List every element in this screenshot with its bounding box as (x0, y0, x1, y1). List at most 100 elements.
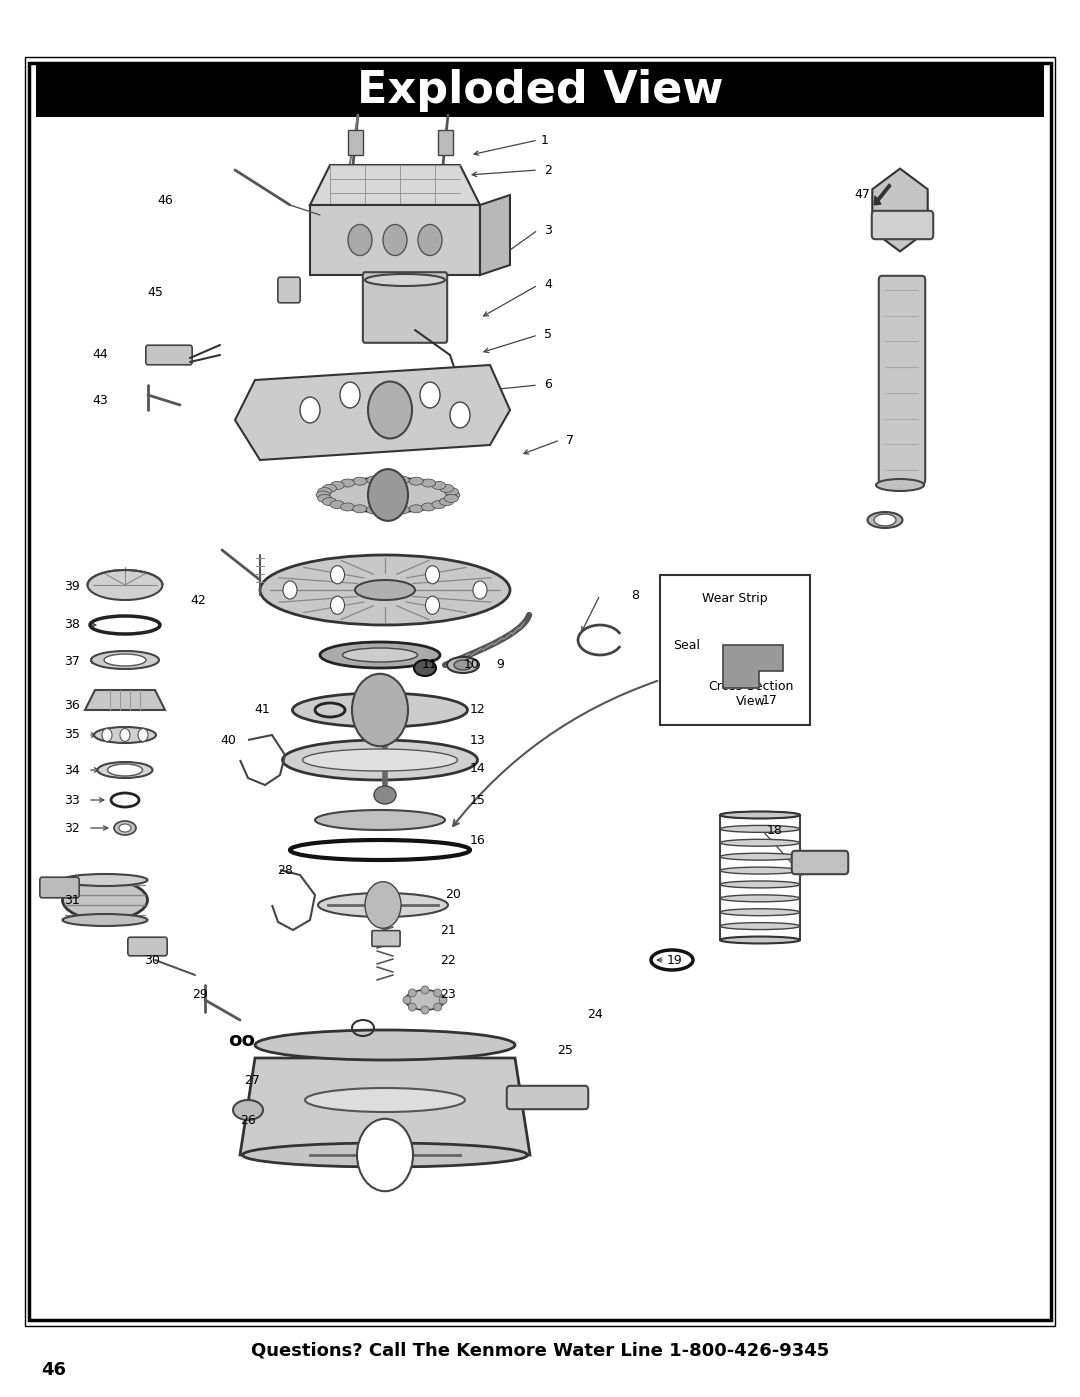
FancyBboxPatch shape (879, 275, 926, 485)
Circle shape (426, 566, 440, 584)
Circle shape (365, 882, 401, 928)
Ellipse shape (434, 1003, 442, 1011)
Ellipse shape (323, 485, 337, 492)
Text: 20: 20 (445, 888, 461, 901)
Text: 11: 11 (422, 658, 437, 672)
Text: 21: 21 (441, 923, 456, 936)
Ellipse shape (874, 514, 896, 527)
Text: 46: 46 (157, 194, 173, 207)
Text: 35: 35 (64, 728, 80, 742)
Text: 45: 45 (147, 286, 163, 299)
Ellipse shape (355, 580, 415, 599)
Circle shape (352, 673, 408, 746)
Text: 41: 41 (254, 704, 270, 717)
Ellipse shape (867, 511, 903, 528)
Ellipse shape (91, 651, 159, 669)
Text: 31: 31 (64, 894, 80, 907)
Ellipse shape (446, 490, 460, 499)
Text: 47: 47 (854, 189, 869, 201)
Ellipse shape (720, 922, 800, 929)
Text: 43: 43 (92, 394, 108, 407)
Ellipse shape (720, 909, 800, 915)
Ellipse shape (94, 726, 156, 743)
Ellipse shape (108, 764, 143, 775)
Ellipse shape (119, 824, 131, 833)
Ellipse shape (447, 657, 480, 673)
Ellipse shape (315, 810, 445, 830)
Bar (660, 576, 810, 725)
Text: 30: 30 (144, 954, 160, 967)
Ellipse shape (87, 570, 162, 599)
Text: 23: 23 (441, 989, 456, 1002)
Ellipse shape (342, 648, 418, 662)
FancyBboxPatch shape (872, 211, 933, 239)
Ellipse shape (243, 1143, 527, 1166)
Text: 14: 14 (470, 761, 486, 774)
Text: oo: oo (229, 1031, 256, 1049)
Ellipse shape (421, 986, 429, 995)
Ellipse shape (434, 989, 442, 997)
Ellipse shape (316, 490, 330, 499)
Ellipse shape (720, 840, 800, 847)
Ellipse shape (260, 555, 510, 624)
Ellipse shape (438, 996, 447, 1004)
FancyBboxPatch shape (792, 851, 848, 875)
Ellipse shape (440, 485, 454, 492)
Text: 3: 3 (544, 224, 552, 236)
Text: 37: 37 (64, 655, 80, 669)
Text: 13: 13 (470, 733, 486, 746)
Ellipse shape (330, 500, 345, 509)
Polygon shape (85, 690, 165, 710)
Text: 24: 24 (588, 1009, 603, 1021)
Text: 3: 3 (372, 103, 379, 116)
Ellipse shape (444, 488, 458, 496)
Circle shape (368, 469, 408, 521)
Ellipse shape (381, 506, 395, 514)
FancyBboxPatch shape (40, 877, 79, 898)
Ellipse shape (440, 497, 454, 506)
Ellipse shape (114, 821, 136, 835)
Ellipse shape (444, 495, 458, 503)
Ellipse shape (293, 693, 468, 726)
Polygon shape (235, 365, 510, 460)
FancyBboxPatch shape (278, 277, 300, 303)
Text: 16: 16 (470, 834, 486, 847)
Circle shape (102, 728, 112, 742)
Circle shape (426, 597, 440, 615)
FancyBboxPatch shape (146, 345, 192, 365)
Ellipse shape (302, 749, 458, 771)
Ellipse shape (409, 504, 423, 513)
FancyArrow shape (874, 184, 891, 205)
Circle shape (340, 381, 360, 408)
Text: 10: 10 (464, 658, 480, 672)
FancyBboxPatch shape (507, 1085, 589, 1109)
Ellipse shape (330, 482, 345, 489)
Ellipse shape (395, 506, 409, 514)
Ellipse shape (421, 1006, 429, 1014)
Text: 27: 27 (244, 1073, 260, 1087)
Ellipse shape (395, 476, 409, 485)
Polygon shape (310, 165, 480, 205)
Circle shape (473, 581, 487, 599)
Text: 26: 26 (240, 1113, 256, 1126)
Text: 17: 17 (762, 693, 778, 707)
Text: 15: 15 (470, 793, 486, 806)
Text: 32: 32 (64, 821, 80, 834)
Text: 39: 39 (64, 581, 80, 594)
Ellipse shape (233, 1099, 264, 1120)
Text: 7: 7 (566, 433, 573, 447)
Text: Questions? Call The Kenmore Water Line 1-800-426-9345: Questions? Call The Kenmore Water Line 1… (251, 1343, 829, 1359)
Text: Exploded View: Exploded View (356, 70, 724, 112)
Circle shape (138, 728, 148, 742)
FancyBboxPatch shape (372, 930, 400, 946)
Ellipse shape (405, 990, 445, 1010)
Circle shape (383, 225, 407, 256)
Text: Wear Strip: Wear Strip (702, 592, 768, 605)
Text: 4: 4 (544, 278, 552, 292)
Ellipse shape (340, 479, 354, 488)
Text: 18: 18 (767, 823, 783, 837)
Bar (438, 130, 453, 155)
Text: 25: 25 (557, 1044, 572, 1056)
Text: 9: 9 (496, 658, 504, 672)
Text: 34: 34 (64, 764, 80, 777)
